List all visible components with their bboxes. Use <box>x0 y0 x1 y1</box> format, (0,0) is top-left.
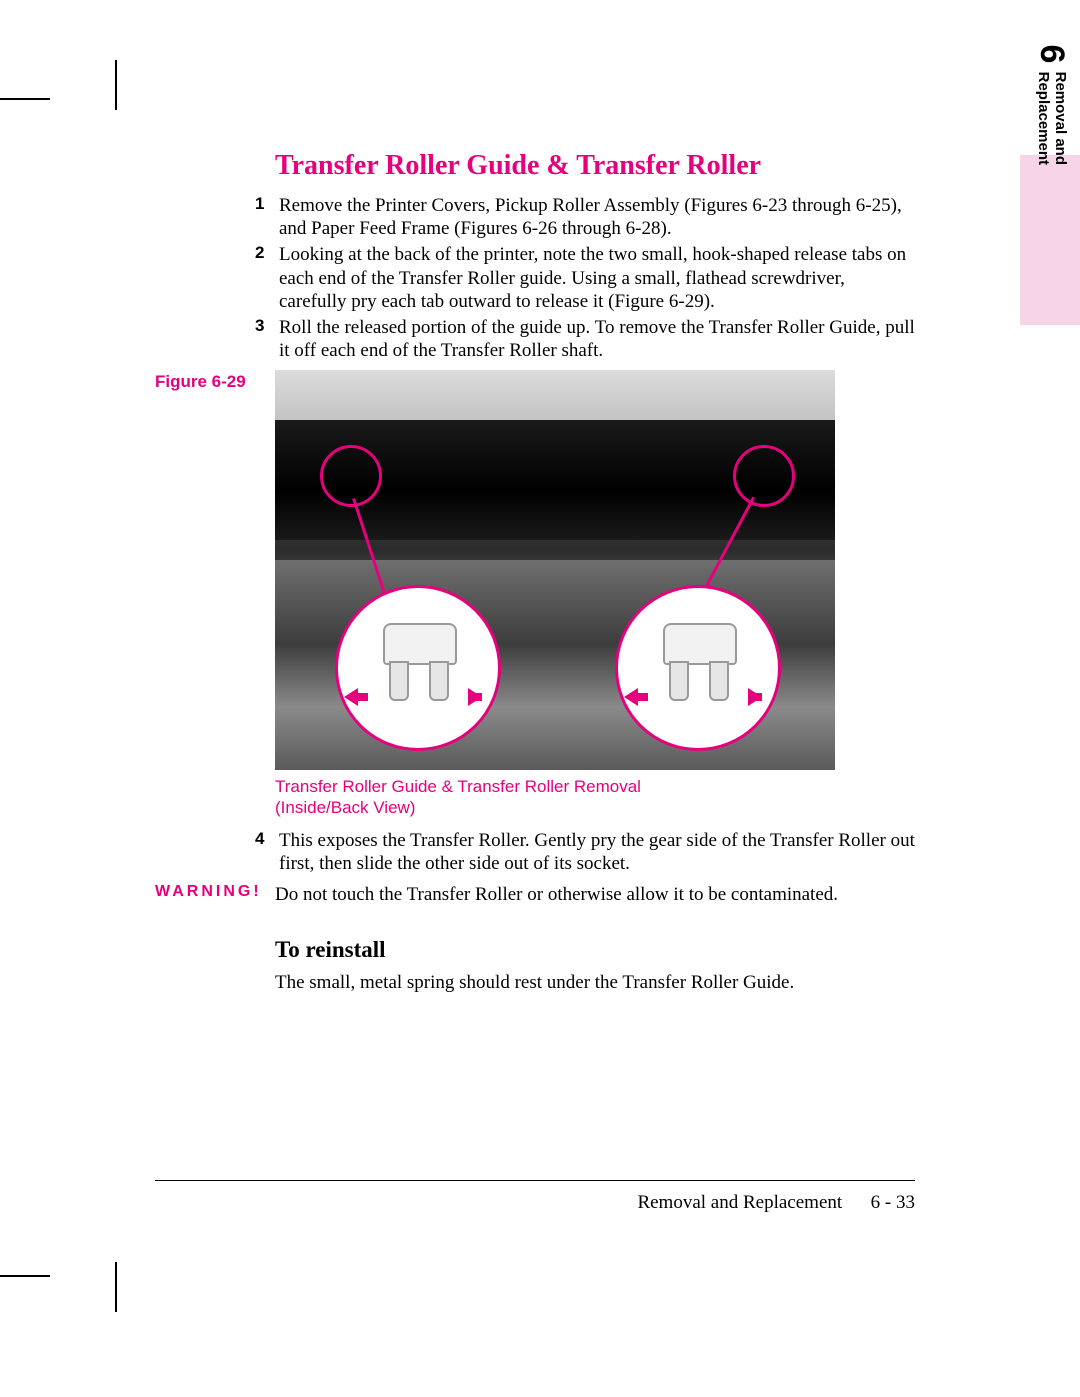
footer: Removal and Replacement 6 - 33 <box>155 1192 915 1214</box>
crop-mark <box>0 1275 50 1277</box>
step-text: This exposes the Transfer Roller. Gently… <box>279 830 915 874</box>
steps-list-continued: 4 This exposes the Transfer Roller. Gent… <box>255 829 915 875</box>
crop-mark <box>115 60 117 110</box>
footer-section: Removal and Replacement <box>637 1192 842 1213</box>
step-text: Remove the Printer Covers, Pickup Roller… <box>279 195 902 239</box>
warning-text: Do not touch the Transfer Roller or othe… <box>275 883 838 907</box>
step-item: 1 Remove the Printer Covers, Pickup Roll… <box>255 194 915 240</box>
chapter-number: 6 <box>1033 45 1070 64</box>
callout-circle-small <box>320 445 382 507</box>
step-item: 3 Roll the released portion of the guide… <box>255 316 915 362</box>
page: 6 Removal and Replacement Transfer Rolle… <box>0 0 1080 1397</box>
release-tab-detail <box>373 623 463 693</box>
warning-row: WARNING! Do not touch the Transfer Rolle… <box>155 883 915 907</box>
figure-caption-line2: (Inside/Back View) <box>275 798 415 817</box>
step-text: Roll the released portion of the guide u… <box>279 317 915 361</box>
chapter-tab <box>1020 155 1080 325</box>
content-area: Transfer Roller Guide & Transfer Roller … <box>155 150 915 995</box>
chapter-title: Removal and Replacement <box>1035 72 1068 165</box>
reinstall-text: The small, metal spring should rest unde… <box>275 971 915 995</box>
arrow-right-icon <box>748 688 762 706</box>
step-item: 4 This exposes the Transfer Roller. Gent… <box>255 829 915 875</box>
steps-list: 1 Remove the Printer Covers, Pickup Roll… <box>255 194 915 362</box>
arrow-left-icon <box>624 688 638 706</box>
arrow-left-icon <box>344 688 358 706</box>
callout-circle-big <box>615 585 781 751</box>
figure-caption-line1: Transfer Roller Guide & Transfer Roller … <box>275 777 641 796</box>
step-item: 2 Looking at the back of the printer, no… <box>255 243 915 313</box>
warning-label: WARNING! <box>155 883 275 907</box>
footer-rule <box>155 1180 915 1181</box>
step-number: 3 <box>255 316 264 337</box>
figure-image <box>275 370 835 770</box>
chapter-title-line2: Replacement <box>1035 72 1052 165</box>
section-title: Transfer Roller Guide & Transfer Roller <box>275 150 915 182</box>
crop-mark <box>115 1262 117 1312</box>
figure-label: Figure 6-29 <box>155 370 275 770</box>
step-number: 2 <box>255 243 264 264</box>
step-number: 1 <box>255 194 264 215</box>
callout-circle-small <box>733 445 795 507</box>
step-text: Looking at the back of the printer, note… <box>279 244 906 311</box>
chapter-title-line1: Removal and <box>1052 72 1069 165</box>
arrow-right-icon <box>468 688 482 706</box>
figure-row: Figure 6-29 <box>155 370 915 770</box>
callout-circle-big <box>335 585 501 751</box>
release-tab-detail <box>653 623 743 693</box>
chapter-tab-label: 6 Removal and Replacement <box>1033 15 1070 165</box>
step-number: 4 <box>255 829 264 850</box>
reinstall-heading: To reinstall <box>275 937 915 963</box>
crop-mark <box>0 98 50 100</box>
footer-page: 6 - 33 <box>871 1192 915 1213</box>
figure-caption: Transfer Roller Guide & Transfer Roller … <box>275 776 915 819</box>
